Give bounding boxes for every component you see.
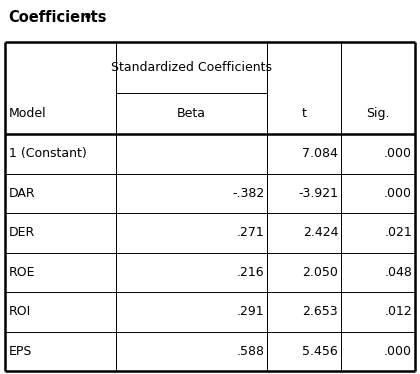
Text: 2.653: 2.653 [302, 305, 338, 318]
Text: .291: .291 [237, 305, 265, 318]
Text: .012: .012 [384, 305, 412, 318]
Text: Sig.: Sig. [366, 107, 390, 120]
Text: a: a [85, 11, 91, 20]
Text: 2.050: 2.050 [302, 266, 338, 279]
Text: -.382: -.382 [232, 187, 265, 200]
Text: .048: .048 [384, 266, 412, 279]
Text: DER: DER [9, 226, 35, 239]
Text: t: t [302, 107, 307, 120]
Text: -3.921: -3.921 [298, 187, 338, 200]
Text: Coefficients: Coefficients [8, 10, 107, 25]
Text: Model: Model [9, 107, 47, 120]
Text: Beta: Beta [177, 107, 206, 120]
Text: .021: .021 [384, 226, 412, 239]
Text: .000: .000 [384, 187, 412, 200]
Text: 7.084: 7.084 [302, 147, 338, 160]
Text: .588: .588 [236, 345, 265, 358]
Text: 1 (Constant): 1 (Constant) [9, 147, 87, 160]
Text: .216: .216 [237, 266, 265, 279]
Text: EPS: EPS [9, 345, 32, 358]
Text: ROI: ROI [9, 305, 31, 318]
Text: 5.456: 5.456 [302, 345, 338, 358]
Text: .000: .000 [384, 345, 412, 358]
Text: DAR: DAR [9, 187, 36, 200]
Text: .271: .271 [236, 226, 265, 239]
Text: 2.424: 2.424 [303, 226, 338, 239]
Text: Standardized Coefficients: Standardized Coefficients [111, 61, 272, 74]
Text: .000: .000 [384, 147, 412, 160]
Text: ROE: ROE [9, 266, 36, 279]
